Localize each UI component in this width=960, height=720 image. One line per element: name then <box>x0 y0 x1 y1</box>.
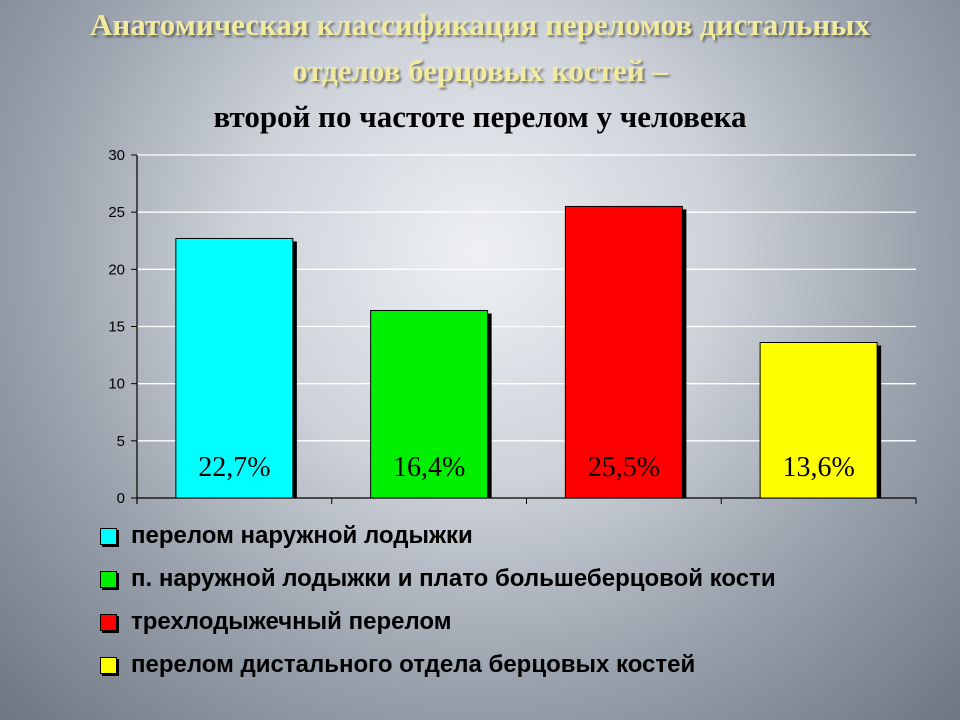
bar <box>564 205 683 499</box>
y-tick-label: 5 <box>117 433 125 450</box>
legend-swatch <box>100 571 117 588</box>
bar <box>175 237 294 499</box>
data-label: 16,4% <box>393 452 465 483</box>
bar-chart: 0 5 10 15 20 25 30 22,7% 16,4% 25,5% 13,6% <box>108 147 917 507</box>
y-tick-label: 20 <box>108 261 125 278</box>
y-tick-label: 0 <box>117 490 125 507</box>
legend-label: перелом наружной лодыжки <box>131 522 473 549</box>
legend-label: трехлодыжечный перелом <box>131 608 452 635</box>
legend-swatch <box>100 657 117 674</box>
bar <box>759 342 878 499</box>
data-label: 22,7% <box>198 452 270 483</box>
y-tick-labels: 0 5 10 15 20 25 30 <box>108 147 125 507</box>
title-line-2: отделов берцовых костей – <box>292 53 668 88</box>
legend-swatch <box>100 528 117 545</box>
bar <box>370 309 489 499</box>
y-tick-label: 10 <box>108 376 125 393</box>
y-tick-label: 25 <box>108 204 125 221</box>
data-label: 13,6% <box>782 452 854 483</box>
legend-swatch <box>100 614 117 631</box>
y-tick-label: 15 <box>108 319 125 336</box>
y-tick-label: 30 <box>108 147 125 164</box>
data-label: 25,5% <box>588 452 660 483</box>
data-labels: 22,7% 16,4% 25,5% 13,6% <box>198 452 855 483</box>
bars <box>175 205 882 499</box>
legend-label: п. наружной лодыжки и плато большеберцов… <box>131 565 776 592</box>
title-line-1: Анатомическая классификация переломов ди… <box>90 7 870 42</box>
title-line-3: второй по частоте перелом у человека <box>213 99 747 134</box>
legend-label: перелом дистального отдела берцовых кост… <box>131 651 696 678</box>
chart-title: Анатомическая классификация переломов ди… <box>0 2 960 140</box>
